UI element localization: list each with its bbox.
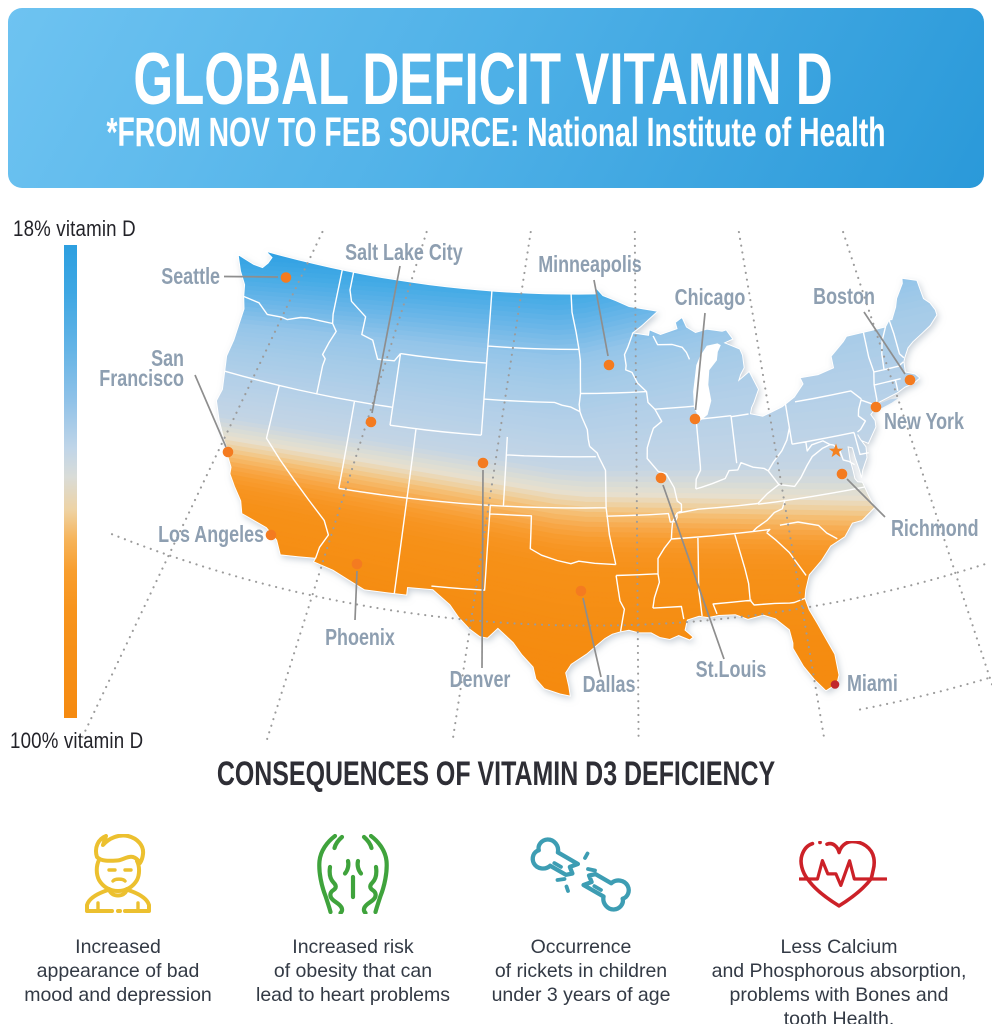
- svg-text:Chicago: Chicago: [675, 285, 746, 311]
- svg-text:Salt Lake City: Salt Lake City: [345, 240, 463, 266]
- svg-text:St.Louis: St.Louis: [696, 657, 767, 683]
- svg-text:Seattle: Seattle: [161, 264, 220, 290]
- svg-text:Minneapolis: Minneapolis: [538, 252, 642, 278]
- svg-text:Miami: Miami: [847, 671, 898, 697]
- svg-text:Dallas: Dallas: [583, 672, 636, 698]
- svg-text:Francisco: Francisco: [99, 366, 184, 392]
- svg-text:Boston: Boston: [813, 284, 875, 310]
- svg-text:San: San: [151, 346, 184, 372]
- svg-text:Los Angeles: Los Angeles: [158, 522, 264, 548]
- svg-text:Phoenix: Phoenix: [325, 625, 395, 651]
- svg-text:New York: New York: [884, 409, 965, 435]
- svg-text:Denver: Denver: [450, 667, 511, 693]
- svg-text:Richmond: Richmond: [891, 516, 979, 542]
